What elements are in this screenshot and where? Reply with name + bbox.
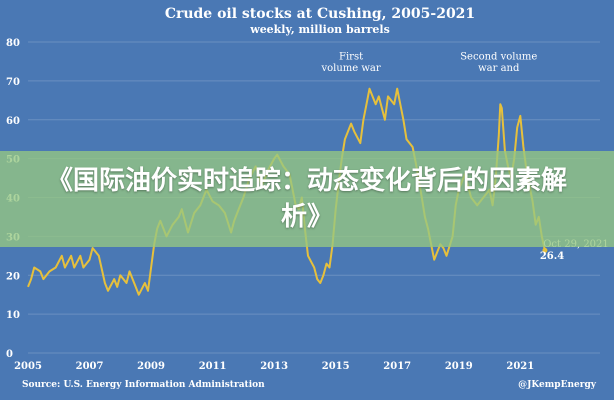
annotation-label-3: war and	[478, 63, 520, 74]
x-tick-label-2019: 2019	[445, 361, 473, 372]
source-note: Source: U.S. Energy Information Administ…	[22, 380, 265, 390]
y-tick-label-70: 70	[6, 77, 20, 88]
x-tick-label-2015: 2015	[322, 361, 350, 372]
series-end-point-0	[542, 247, 548, 253]
y-tick-label-60: 60	[6, 116, 20, 127]
y-tick-label-0: 0	[6, 349, 13, 360]
x-tick-label-2007: 2007	[76, 361, 104, 372]
x-tick-label-2013: 2013	[260, 361, 288, 372]
headline-text: 《国际油价实时追踪：动态变化背后的因素解析》	[47, 166, 568, 232]
annotation-label-1: volume war	[320, 63, 380, 74]
annotation-label-2: Second volume	[460, 51, 537, 62]
y-tick-label-10: 10	[6, 310, 20, 321]
x-tick-labels: 2005 2007 2009 2011 2013 2015 2017 2019 2021	[14, 361, 534, 372]
headline-banner: 《国际油价实时追踪：动态变化背后的因素解析》	[0, 151, 614, 247]
y-tick-label-20: 20	[6, 271, 20, 282]
chart-subtitle: weekly, million barrels	[249, 23, 390, 36]
x-tick-label-2021: 2021	[506, 361, 534, 372]
x-tick-label-2011: 2011	[199, 361, 227, 372]
chart-title: Crude oil stocks at Cushing, 2005-2021	[165, 6, 475, 22]
annotation-label-0: First	[339, 51, 363, 62]
y-tick-label-80: 80	[6, 38, 20, 49]
x-tick-label-2009: 2009	[137, 361, 165, 372]
x-tick-label-2017: 2017	[383, 361, 411, 372]
x-tick-label-2005: 2005	[14, 361, 42, 372]
end-value-label: 26.4	[540, 251, 564, 262]
credit-note: @JKempEnergy	[518, 380, 597, 390]
